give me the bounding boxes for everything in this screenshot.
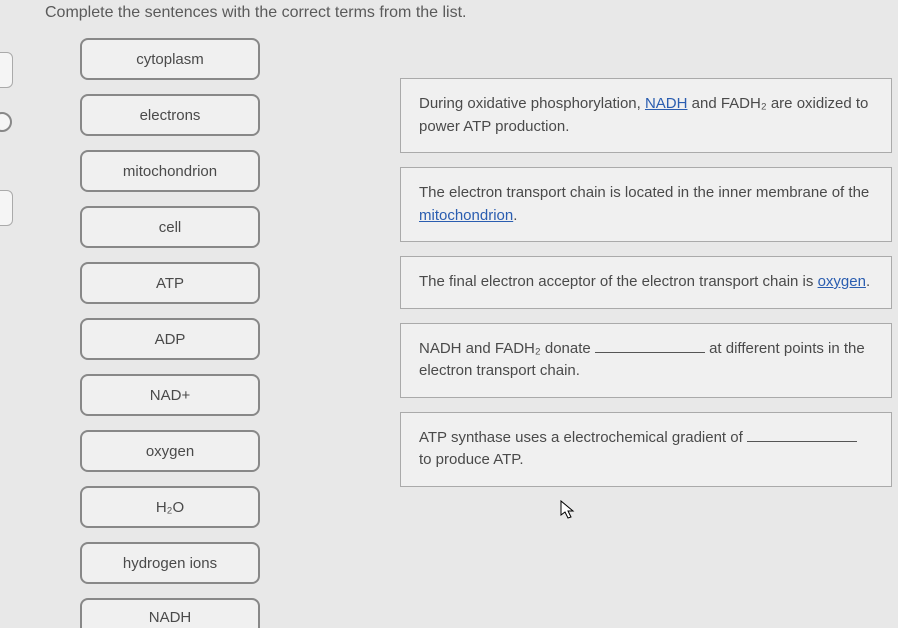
terms-list: cytoplasm electrons mitochondrion cell A… [80,38,260,628]
term-label: ATP [156,275,184,292]
term-label: hydrogen ions [123,555,217,572]
sentence-pre: The electron transport chain is located … [419,184,869,201]
term-label: ADP [155,331,186,348]
term-atp[interactable]: ATP [80,262,260,304]
sentence-post: to produce ATP. [419,451,524,468]
sentence-2[interactable]: The electron transport chain is located … [400,167,892,242]
instruction-text: Complete the sentences with the correct … [45,4,467,22]
sentence-answer[interactable]: oxygen [818,273,866,290]
sentence-pre: ATP synthase uses a electrochemical grad… [419,429,747,446]
term-label: H₂O [156,499,184,516]
term-h2o[interactable]: H₂O [80,486,260,528]
sentence-answer[interactable]: mitochondrion [419,207,513,224]
term-label: NAD+ [150,387,190,404]
sentence-3[interactable]: The final electron acceptor of the elect… [400,256,892,309]
cursor-icon [560,500,576,520]
sentence-blank[interactable] [595,338,705,353]
term-electrons[interactable]: electrons [80,94,260,136]
left-edge-control-1 [0,52,13,88]
term-oxygen[interactable]: oxygen [80,430,260,472]
sentence-4[interactable]: NADH and FADH₂ donate at different point… [400,323,892,398]
sentence-answer[interactable]: NADH [645,95,688,112]
term-adp[interactable]: ADP [80,318,260,360]
left-edge-control-2 [0,190,13,226]
term-label: mitochondrion [123,163,217,180]
term-label: NADH [149,609,192,626]
sentence-pre: During oxidative phosphorylation, [419,95,645,112]
sentence-1[interactable]: During oxidative phosphorylation, NADH a… [400,78,892,153]
term-hydrogen-ions[interactable]: hydrogen ions [80,542,260,584]
term-cytoplasm[interactable]: cytoplasm [80,38,260,80]
left-edge-nav-circle[interactable] [0,112,12,132]
sentence-post: . [866,273,870,290]
sentence-blank[interactable] [747,427,857,442]
sentence-5[interactable]: ATP synthase uses a electrochemical grad… [400,412,892,487]
term-mitochondrion[interactable]: mitochondrion [80,150,260,192]
sentence-pre: NADH and FADH₂ donate [419,340,595,357]
term-label: cytoplasm [136,51,204,68]
sentence-post: . [513,207,517,224]
term-nadh[interactable]: NADH [80,598,260,628]
term-label: oxygen [146,443,194,460]
sentences-list: During oxidative phosphorylation, NADH a… [400,78,892,501]
term-cell[interactable]: cell [80,206,260,248]
term-label: electrons [140,107,201,124]
term-nad-plus[interactable]: NAD+ [80,374,260,416]
sentence-pre: The final electron acceptor of the elect… [419,273,818,290]
term-label: cell [159,219,182,236]
